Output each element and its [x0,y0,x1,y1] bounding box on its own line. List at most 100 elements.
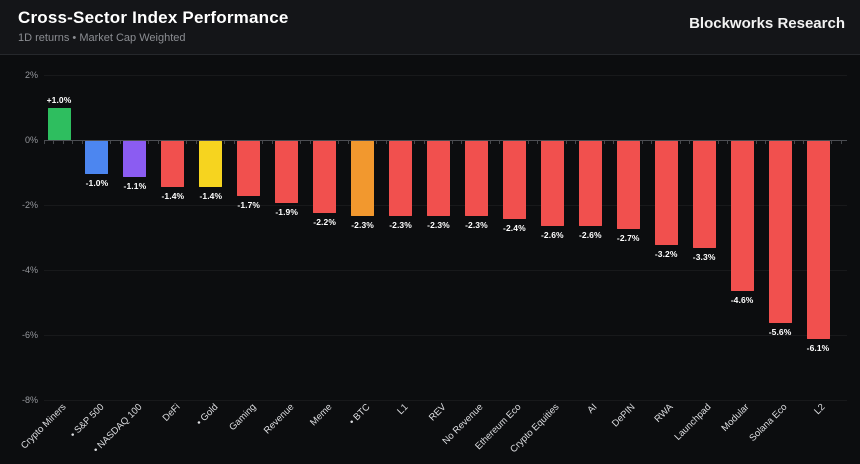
bar-value-label: -2.3% [389,219,412,230]
axis-minor-tick [414,141,415,144]
chart-subtitle: 1D returns • Market Cap Weighted [18,32,186,44]
brand-logo-text: Blockworks Research [689,15,845,32]
bar-value-label: -1.0% [85,177,109,188]
bar-l2 [806,141,830,340]
axis-minor-tick [727,141,728,144]
bar-solana-eco [768,141,792,323]
axis-minor-tick [63,141,64,144]
y-axis-tick-label: 0% [24,135,38,145]
bar-crypto-equities [540,141,564,226]
bar-value-label: -2.3% [465,219,488,230]
y-axis-tick-label: -4% [21,265,38,275]
y-gridline [44,400,847,401]
axis-minor-tick [348,141,349,144]
axis-minor-tick [262,141,263,144]
axis-minor-tick [196,141,197,144]
bar-depin [616,141,640,229]
axis-minor-tick [794,141,795,144]
bar-value-label: +1.0% [46,94,72,105]
y-gridline [44,335,847,336]
bar-gold [199,141,223,187]
y-axis-tick-label: -8% [21,395,38,405]
bar-value-label: -6.1% [806,343,830,354]
bar-crypto-miners [47,107,71,140]
axis-minor-tick [651,141,652,144]
axis-minor-tick [604,141,605,144]
bar-value-label: -4.6% [730,294,754,305]
y-gridline [44,270,847,271]
bar-value-label: -2.6% [578,229,602,240]
axis-minor-tick [566,141,567,144]
axis-minor-tick [756,141,757,144]
axis-minor-tick [499,141,500,144]
y-axis-tick-label: -2% [21,200,38,210]
bar-value-label: -3.3% [692,252,716,263]
bar-value-label: -1.9% [275,206,299,217]
bar-value-label: -3.2% [654,249,678,259]
bar-launchpad [692,141,716,249]
bar-value-label: -2.3% [351,219,374,230]
axis-minor-tick [386,141,387,144]
chart-header: Cross-Sector Index Performance 1D return… [0,0,860,55]
bar-rev [427,141,450,216]
bar-value-label: -2.3% [427,219,450,230]
bar-revenue [275,141,299,203]
bar-s-p-500 [85,141,109,174]
axis-minor-tick [424,141,425,144]
axis-minor-tick [803,141,804,144]
axis-minor-tick [224,141,225,144]
axis-minor-tick [376,141,377,144]
axis-minor-tick [452,141,453,144]
y-axis-tick-label: 2% [24,70,38,80]
axis-minor-tick [72,141,73,144]
axis-minor-tick [120,141,121,144]
axis-minor-tick [300,141,301,144]
axis-minor-tick [765,141,766,144]
axis-minor-tick [53,141,54,144]
axis-minor-tick [148,141,149,144]
bar-defi [161,141,185,187]
bar-modular [730,141,754,291]
bar-rwa [654,141,678,245]
bar-value-label: -1.4% [161,190,185,201]
axis-minor-tick [82,141,83,144]
axis-minor-tick [831,141,832,144]
axis-minor-tick [528,141,529,144]
axis-minor-tick [234,141,235,144]
bar-no-revenue [464,141,488,216]
bar-value-label: -1.4% [199,190,223,201]
axis-minor-tick [272,141,273,144]
axis-minor-tick [338,141,339,144]
axis-minor-tick [718,141,719,144]
axis-minor-tick [537,141,538,144]
axis-minor-tick [461,141,462,144]
axis-minor-tick [186,141,187,144]
bar-ethereum-eco [502,141,526,219]
axis-minor-tick [689,141,690,144]
axis-minor-tick [613,141,614,144]
bar-value-label: -5.6% [768,327,792,337]
axis-minor-tick [575,141,576,144]
bar-gaming [237,141,261,197]
axis-minor-tick [110,141,111,144]
axis-minor-tick [841,141,842,144]
axis-minor-tick [310,141,311,144]
axis-minor-tick [490,141,491,144]
bar-value-label: -2.6% [540,229,564,240]
axis-minor-tick [158,141,159,144]
y-axis-tick-label: -6% [21,330,38,340]
bar-value-label: -2.7% [616,232,640,243]
bar-nasdaq-100 [123,141,147,177]
y-gridline [44,75,847,76]
axis-minor-tick [44,141,45,144]
bar-value-label: -2.4% [503,223,526,233]
bar-value-label: -2.2% [313,216,336,227]
axis-minor-tick [642,141,643,144]
bar-l1 [389,141,413,216]
bar-value-label: -1.7% [237,200,261,211]
bar-meme [313,141,337,213]
page-title: Cross-Sector Index Performance [18,8,289,27]
x-axis-line [44,140,847,141]
